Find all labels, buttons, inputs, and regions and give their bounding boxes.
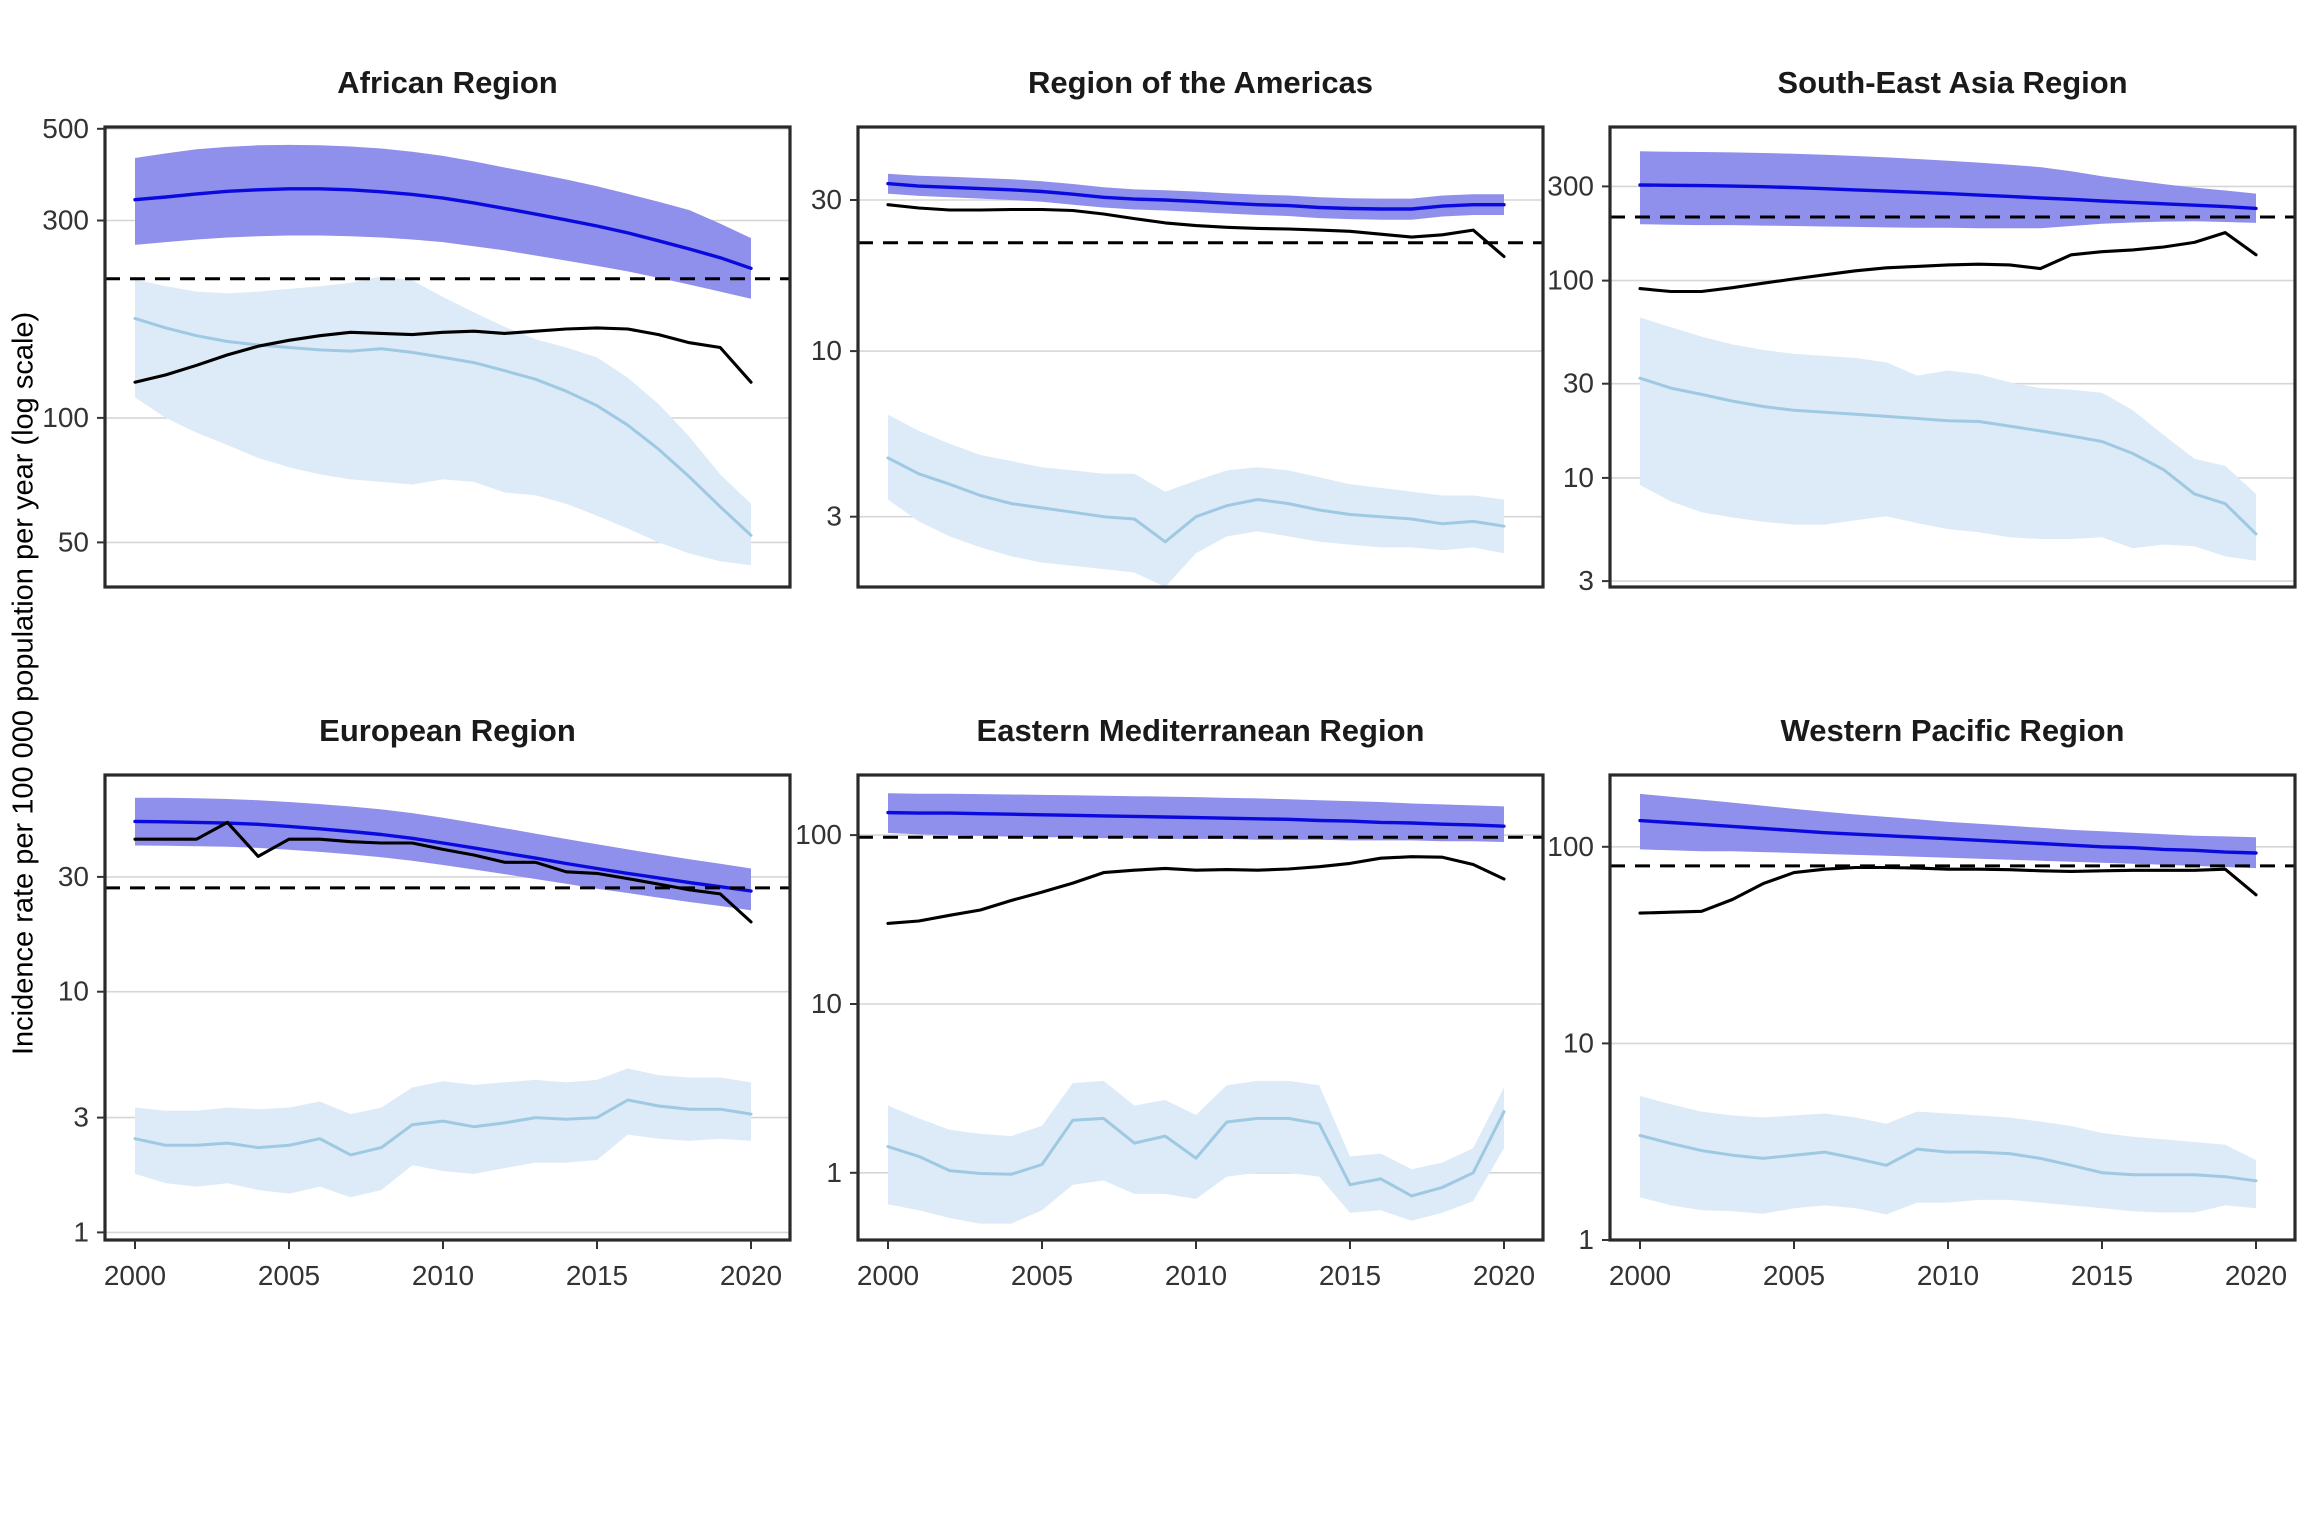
lightblue-confidence-band	[135, 276, 751, 566]
y-tick-label: 100	[1547, 831, 1594, 862]
panel-title: European Region	[319, 713, 576, 748]
chart-panel: African Region 500 300 100 50	[0, 65, 810, 682]
lightblue-estimate-line	[1638, 376, 2258, 536]
y-tick-label: 100	[1547, 265, 1594, 296]
chart-panel: Region of the Americas 30 10 3	[753, 65, 1563, 682]
blue-estimate-line	[886, 181, 1506, 211]
y-tick-label: 1	[826, 1157, 842, 1188]
x-tick-label: 2010	[1917, 1260, 1979, 1291]
chart-panel: Western Pacific Region 100 10 1 2000 2005 201…	[1505, 713, 2304, 1335]
blue-confidence-band	[135, 144, 751, 299]
panel-border	[856, 125, 1545, 589]
black-notified-line	[133, 326, 753, 384]
blue-estimate-line	[133, 819, 753, 893]
chart-panel: Eastern Mediterranean Region 100 10 1 2000 2…	[753, 713, 1563, 1335]
x-tick-label: 2010	[1165, 1260, 1227, 1291]
blue-confidence-band	[1640, 793, 2256, 869]
panel-title: Western Pacific Region	[1780, 713, 2125, 748]
y-tick-label: 300	[1547, 170, 1594, 201]
y-tick-label: 3	[1578, 565, 1594, 596]
panel-border	[1608, 125, 2297, 589]
blue-confidence-band	[135, 797, 751, 911]
panel-plot: 500 300 100 50	[42, 113, 792, 589]
black-notified-line	[886, 203, 1506, 259]
x-tick-label: 2005	[1763, 1260, 1825, 1291]
y-tick-label: 30	[58, 861, 89, 892]
blue-estimate-line	[1638, 183, 2258, 211]
y-tick-label: 10	[1563, 1027, 1594, 1058]
y-tick-label: 10	[811, 988, 842, 1019]
y-tick-label: 1	[73, 1216, 89, 1247]
panel-plot: 30 10 3	[811, 125, 1545, 589]
y-tick-label: 100	[42, 402, 89, 433]
blue-estimate-line	[1638, 818, 2258, 855]
x-tick-label: 2020	[720, 1260, 782, 1291]
panel-plot: 30 10 3 1 2000 2005 2010 2015 2020	[58, 773, 792, 1291]
y-tick-label: 50	[58, 526, 89, 557]
blue-estimate-line	[133, 187, 753, 270]
y-tick-label: 10	[58, 976, 89, 1007]
x-tick-label: 2005	[1011, 1260, 1073, 1291]
x-tick-label: 2015	[2071, 1260, 2133, 1291]
lightblue-confidence-band	[135, 1068, 751, 1198]
x-tick-label: 2000	[104, 1260, 166, 1291]
y-tick-label: 3	[73, 1102, 89, 1133]
lightblue-confidence-band	[888, 1080, 1504, 1224]
y-tick-label: 30	[1563, 368, 1594, 399]
black-notified-line	[1638, 231, 2258, 294]
lightblue-estimate-line	[133, 316, 753, 537]
lightblue-confidence-band	[1640, 1096, 2256, 1215]
lightblue-estimate-line	[133, 1098, 753, 1157]
x-tick-label: 2005	[258, 1260, 320, 1291]
panel-plot: 300 100 30 10 3	[1547, 125, 2297, 596]
x-tick-label: 2015	[1319, 1260, 1381, 1291]
lightblue-confidence-band	[1640, 317, 2256, 561]
black-notified-line	[886, 855, 1506, 925]
blue-estimate-line	[886, 810, 1506, 828]
panel-border	[103, 773, 792, 1242]
y-tick-label: 1	[1578, 1224, 1594, 1255]
panel-title: Region of the Americas	[1027, 65, 1374, 100]
chart-panel: South-East Asia Region 300 100 30 10 3	[1505, 65, 2304, 682]
y-tick-label: 500	[42, 113, 89, 144]
black-notified-line	[1638, 865, 2258, 915]
x-tick-label: 2020	[2225, 1260, 2287, 1291]
blue-confidence-band	[1640, 151, 2256, 229]
panel-plot: 100 10 1 2000 2005 2010 2015 2020	[1547, 773, 2297, 1291]
lightblue-estimate-line	[1638, 1134, 2258, 1183]
x-tick-label: 2000	[1609, 1260, 1671, 1291]
y-tick-label: 10	[1563, 462, 1594, 493]
panel-border	[856, 773, 1545, 1242]
y-tick-label: 100	[795, 819, 842, 850]
y-tick-label: 300	[42, 205, 89, 236]
blue-confidence-band	[888, 173, 1504, 220]
lightblue-estimate-line	[886, 456, 1506, 544]
chart-panel: European Region 30 10 3 1 2000 2005 2010 2015 20…	[0, 713, 810, 1335]
panel-border	[1608, 773, 2297, 1242]
x-tick-label: 2010	[412, 1260, 474, 1291]
panel-plot: 100 10 1 2000 2005 2010 2015 2020	[795, 773, 1545, 1291]
panel-title: African Region	[337, 65, 558, 100]
panel-border	[103, 125, 792, 589]
y-tick-label: 3	[826, 501, 842, 532]
lightblue-estimate-line	[886, 1110, 1506, 1198]
y-tick-label: 30	[811, 184, 842, 215]
x-tick-label: 2020	[1473, 1260, 1535, 1291]
x-tick-label: 2015	[566, 1260, 628, 1291]
panel-title: South-East Asia Region	[1777, 65, 2128, 100]
x-tick-label: 2000	[857, 1260, 919, 1291]
panel-title: Eastern Mediterranean Region	[976, 713, 1425, 748]
y-tick-label: 10	[811, 335, 842, 366]
lightblue-confidence-band	[888, 414, 1504, 587]
black-notified-line	[133, 820, 753, 924]
